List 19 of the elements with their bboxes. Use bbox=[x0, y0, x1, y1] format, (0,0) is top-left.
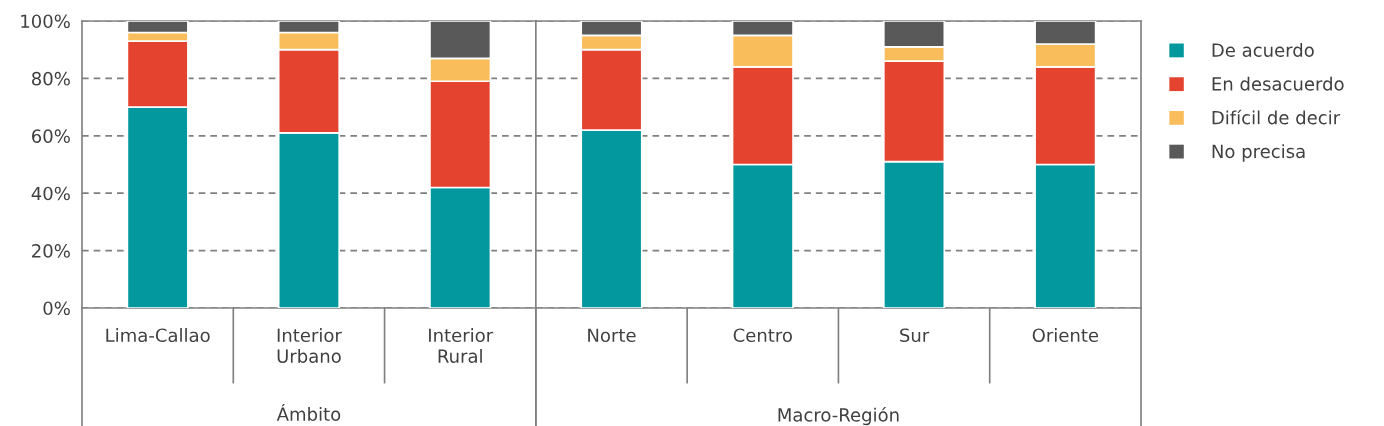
text: Macro-Región bbox=[778, 407, 899, 426]
x-tick-label: Interior Rural bbox=[429, 328, 494, 363]
x-tick-label: Sur bbox=[900, 328, 930, 343]
y-tick-label: 100% bbox=[21, 14, 70, 29]
y-tick-label: 80% bbox=[31, 71, 70, 86]
x-tick-label: Norte bbox=[588, 328, 636, 343]
legend-label: De acuerdo bbox=[1212, 42, 1314, 57]
legend-label: En desacuerdo bbox=[1212, 76, 1344, 91]
legend-label: Difícil de decir bbox=[1212, 109, 1341, 125]
x-tick-label: Centro bbox=[733, 328, 792, 343]
x-tick-label: Oriente bbox=[1032, 328, 1099, 343]
y-tick-label: 20% bbox=[32, 244, 70, 258]
y-tick-label: 40% bbox=[31, 186, 70, 201]
x-tick-label: Interior Urbano bbox=[277, 328, 342, 363]
y-tick-label: 0% bbox=[43, 301, 70, 316]
x-tick-label: Lima-Callao bbox=[106, 328, 210, 343]
legend-label: No precisa bbox=[1212, 144, 1305, 162]
text: Ámbito bbox=[276, 404, 341, 421]
y-tick-label: 60% bbox=[32, 129, 70, 143]
